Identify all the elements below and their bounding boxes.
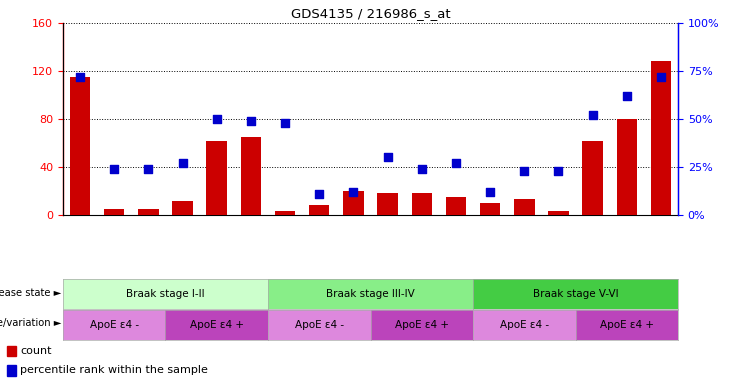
Bar xyxy=(582,141,603,215)
Text: ApoE ε4 -: ApoE ε4 - xyxy=(499,320,549,330)
Bar xyxy=(514,199,534,215)
Bar xyxy=(138,209,159,215)
Bar xyxy=(377,194,398,215)
Text: Braak stage III-IV: Braak stage III-IV xyxy=(326,289,415,299)
Point xyxy=(210,116,222,122)
Bar xyxy=(70,77,90,215)
Point xyxy=(655,74,667,80)
Bar xyxy=(411,194,432,215)
Bar xyxy=(548,212,568,215)
Text: percentile rank within the sample: percentile rank within the sample xyxy=(21,365,208,375)
Text: count: count xyxy=(21,346,52,356)
Bar xyxy=(173,200,193,215)
Text: ApoE ε4 +: ApoE ε4 + xyxy=(599,320,654,330)
Point xyxy=(416,166,428,172)
Bar xyxy=(309,205,330,215)
Point xyxy=(142,166,154,172)
Point xyxy=(313,191,325,197)
Point xyxy=(621,93,633,99)
Point xyxy=(484,189,496,195)
Bar xyxy=(241,137,261,215)
Text: ApoE ε4 -: ApoE ε4 - xyxy=(90,320,139,330)
Bar xyxy=(651,61,671,215)
Point xyxy=(108,166,120,172)
Title: GDS4135 / 216986_s_at: GDS4135 / 216986_s_at xyxy=(290,7,451,20)
Bar xyxy=(104,209,124,215)
Text: Braak stage I-II: Braak stage I-II xyxy=(126,289,205,299)
Point xyxy=(245,118,257,124)
Point xyxy=(587,112,599,118)
Point xyxy=(518,168,530,174)
Bar xyxy=(480,203,500,215)
Point xyxy=(279,120,291,126)
Bar xyxy=(7,346,16,356)
Bar xyxy=(207,141,227,215)
Text: Braak stage V-VI: Braak stage V-VI xyxy=(533,289,618,299)
Point xyxy=(450,160,462,166)
Point xyxy=(382,154,393,161)
Bar xyxy=(275,212,296,215)
Text: ApoE ε4 +: ApoE ε4 + xyxy=(395,320,449,330)
Point xyxy=(348,189,359,195)
Bar xyxy=(445,197,466,215)
Bar xyxy=(343,191,364,215)
Bar xyxy=(617,119,637,215)
Bar xyxy=(7,365,16,376)
Text: ApoE ε4 -: ApoE ε4 - xyxy=(295,320,344,330)
Point xyxy=(176,160,188,166)
Text: genotype/variation ►: genotype/variation ► xyxy=(0,318,62,328)
Text: ApoE ε4 +: ApoE ε4 + xyxy=(190,320,244,330)
Point xyxy=(553,168,565,174)
Text: disease state ►: disease state ► xyxy=(0,288,62,298)
Point xyxy=(74,74,86,80)
